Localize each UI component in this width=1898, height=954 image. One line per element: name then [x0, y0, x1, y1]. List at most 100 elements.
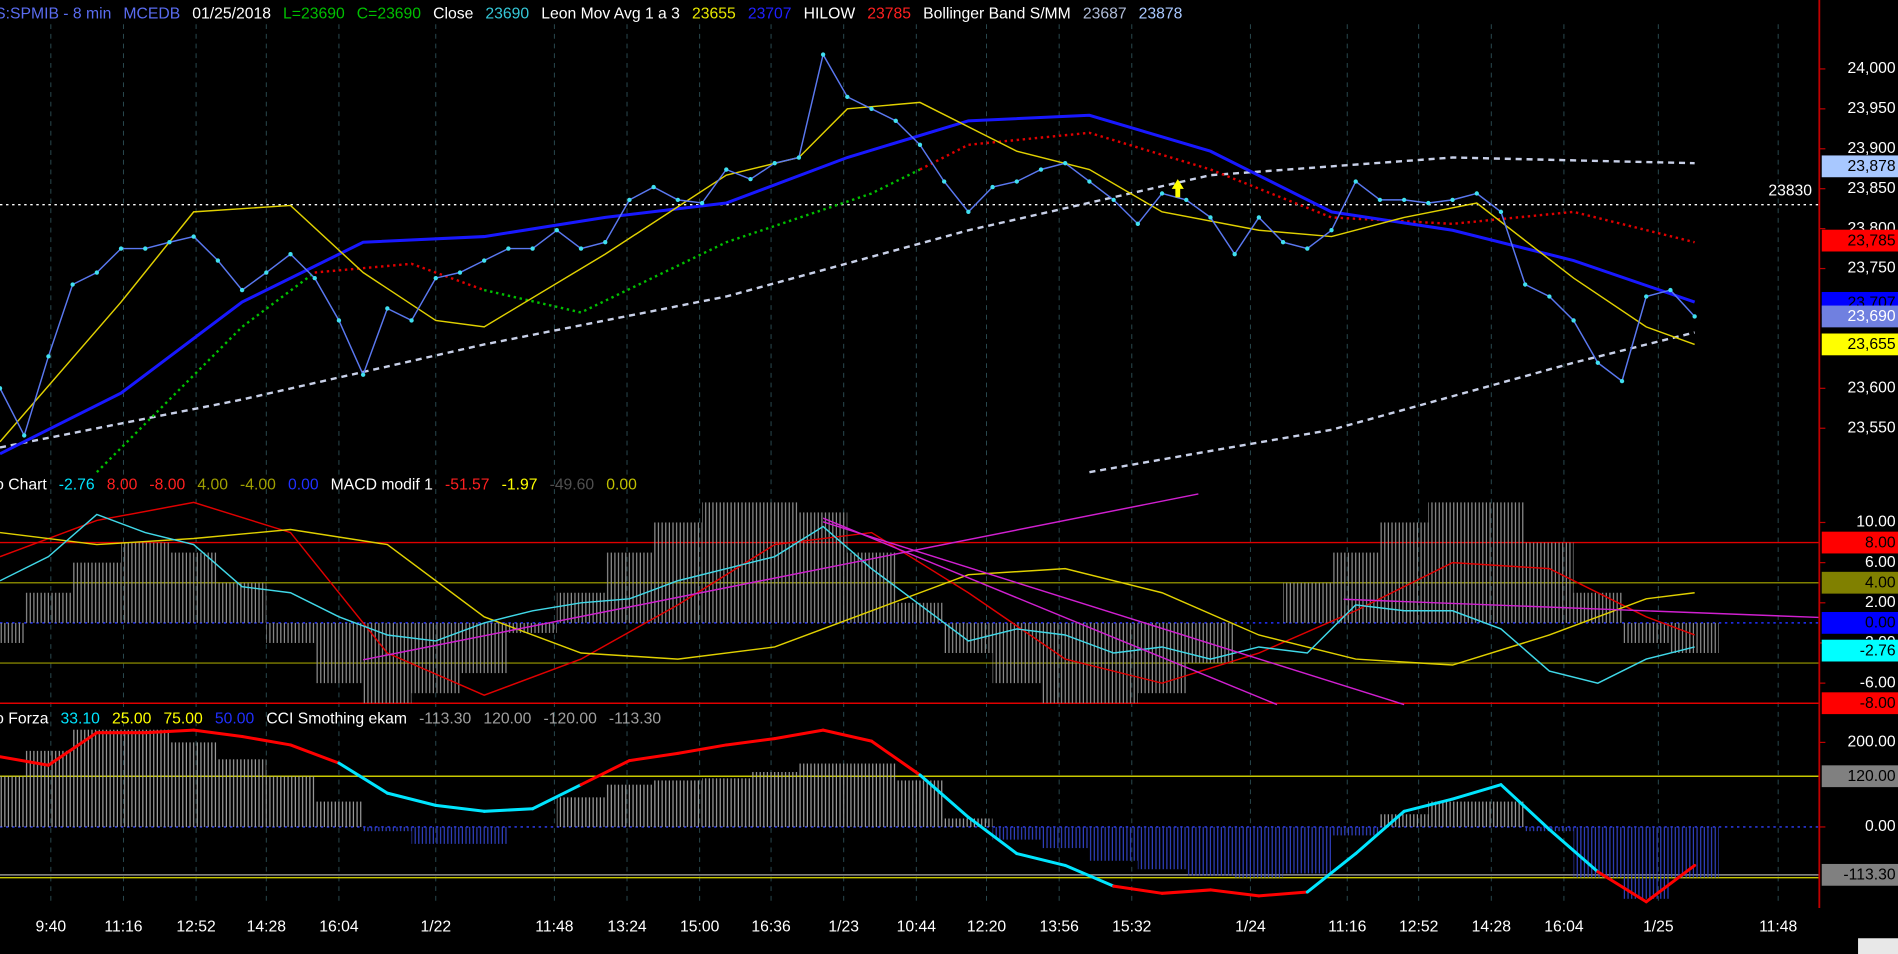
- header-item: -1.97: [502, 477, 538, 494]
- header-item: C=23690: [357, 6, 421, 23]
- indicator-segment: [143, 728, 196, 735]
- indicator-segment: [1499, 783, 1551, 831]
- point-marker: [1450, 197, 1455, 203]
- x-tick-label: 1/23: [828, 919, 859, 936]
- level-box: [1821, 305, 1898, 328]
- histogram-bar: [702, 778, 751, 827]
- histogram-bar: [1040, 826, 1090, 849]
- y-tick-label: 23,550: [1848, 419, 1896, 436]
- header-item: CCI Smothing ekam: [266, 710, 407, 727]
- level-box: [1821, 611, 1898, 634]
- indicator-segment: [46, 731, 99, 767]
- point-marker: [1668, 287, 1673, 293]
- point-marker: [941, 179, 947, 184]
- histogram-bar: [798, 763, 848, 827]
- histogram-bar: [1234, 826, 1284, 878]
- histogram-bar: [605, 552, 654, 623]
- point-marker: [118, 246, 124, 251]
- point-marker: [264, 270, 269, 275]
- histogram-bar: [1476, 502, 1526, 623]
- histogram-bar: [798, 512, 848, 623]
- trendline: [822, 517, 1278, 706]
- header-item: -113.30: [609, 710, 661, 727]
- header-item: -113.30: [419, 710, 471, 727]
- point-marker: [191, 234, 196, 239]
- level-box: [1821, 333, 1898, 356]
- indicator-segment: [1596, 870, 1648, 904]
- histogram-bar: [459, 622, 509, 674]
- header-item: MACD modif 1: [331, 477, 433, 494]
- point-marker: [1208, 215, 1213, 220]
- y-tick-label: 23,600: [1848, 379, 1896, 396]
- histogram-bar: [1089, 622, 1138, 704]
- point-marker: [1184, 197, 1189, 203]
- point-marker: [1135, 221, 1141, 227]
- histogram-bar: [1476, 801, 1526, 827]
- histogram-bar: [121, 729, 170, 827]
- x-tick-label: 12:52: [176, 919, 215, 936]
- level-label: 0.00: [1865, 615, 1896, 632]
- histogram-bar: [1573, 826, 1623, 878]
- indicator-segment: [1063, 863, 1116, 888]
- x-tick-label: 10:44: [897, 919, 937, 936]
- histogram-bar: [1670, 622, 1719, 654]
- scrollbar[interactable]: [1858, 938, 1898, 954]
- x-tick-label: 15:00: [680, 919, 720, 936]
- series-line: [0, 156, 1695, 449]
- histogram-bar: [217, 759, 267, 827]
- histogram-bar: [1622, 826, 1671, 899]
- histogram-bar: [266, 622, 315, 643]
- y-tick-label: 6.00: [1865, 554, 1896, 571]
- header-item: 23707: [748, 6, 792, 23]
- point-marker: [699, 200, 705, 206]
- point-marker: [869, 106, 874, 112]
- histogram-bar: [411, 826, 460, 844]
- y-tick-label: 23,750: [1848, 260, 1896, 277]
- x-tick-label: 16:36: [751, 919, 791, 936]
- indicator-segment: [482, 807, 535, 813]
- level-label: -113.30: [1843, 867, 1895, 884]
- histogram-bar: [944, 818, 993, 827]
- point-marker: [312, 275, 317, 281]
- histogram-bar: [0, 622, 25, 643]
- histogram-bar: [169, 552, 218, 623]
- histogram-bar: [944, 622, 993, 654]
- point-marker: [1280, 240, 1286, 245]
- histogram-bar: [1137, 826, 1187, 870]
- point-marker: [506, 246, 511, 251]
- x-tick-label: 1/24: [1235, 919, 1266, 936]
- header-item: Leon Mov Avg 1 a 3: [541, 6, 680, 23]
- indicator-segment: [966, 815, 1019, 856]
- point-marker: [1571, 318, 1576, 323]
- series-line: [0, 513, 1695, 684]
- histogram-bar: [1283, 826, 1332, 874]
- indicator-segment: [724, 737, 777, 747]
- indicator-segment: [1402, 797, 1455, 813]
- header-item: -8.00: [149, 477, 185, 494]
- indicator-segment: [821, 728, 874, 743]
- point-marker: [675, 197, 681, 203]
- indicator-segment: [1160, 888, 1212, 895]
- point-marker: [651, 184, 656, 190]
- histogram-bar: [1379, 522, 1429, 623]
- level-box: [1821, 765, 1898, 788]
- header-item: 23785: [867, 6, 911, 23]
- y-tick-label: 200.00: [1848, 734, 1896, 751]
- x-tick-label: 15:32: [1112, 919, 1151, 936]
- indicator-segment: [531, 783, 583, 811]
- point-marker: [1498, 209, 1504, 215]
- x-tick-label: 14:28: [1472, 919, 1512, 936]
- trendline: [362, 493, 1199, 661]
- level-label: 23,878: [1848, 158, 1896, 175]
- header-item: MCEDB: [123, 6, 180, 23]
- indicator-segment: [1257, 890, 1309, 898]
- indicator-segment: [1451, 783, 1503, 801]
- y-tick-label: 2.00: [1865, 594, 1896, 611]
- histogram-bar: [363, 826, 412, 832]
- level-label: 23,690: [1848, 308, 1896, 325]
- histogram-bar: [992, 826, 1041, 840]
- histogram-bar: [169, 742, 218, 827]
- y-tick-label: 24,000: [1848, 60, 1896, 77]
- header-item: 23690: [485, 6, 529, 23]
